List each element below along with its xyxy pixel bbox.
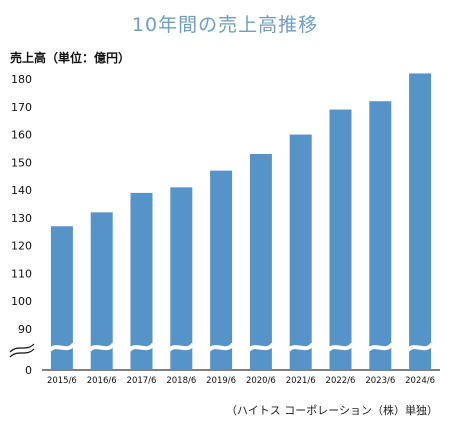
bar-break-mark <box>326 342 355 352</box>
y-tick-label: 170 <box>11 101 32 114</box>
x-tick-label: 2017/6 <box>127 376 157 386</box>
y-axis-title: 売上高（単位：億円） <box>10 51 131 65</box>
bar-break-mark <box>167 342 195 352</box>
y-tick-label: 180 <box>11 73 32 86</box>
bar <box>210 170 233 370</box>
axis-break-mark <box>9 343 35 353</box>
y-tick-label: 0 <box>25 364 32 377</box>
x-tick-label: 2015/6 <box>47 376 77 386</box>
bar <box>329 109 352 371</box>
bar-break-mark <box>127 342 156 352</box>
bar <box>170 187 193 370</box>
bar <box>130 192 153 370</box>
x-tick-label: 2016/6 <box>87 376 117 386</box>
bar <box>50 226 73 370</box>
x-tick-label: 2021/6 <box>286 376 316 386</box>
bar-break-mark <box>366 342 394 352</box>
bar <box>409 73 432 370</box>
source-note: （ハイトス コーポレーション（株）単独） <box>225 404 438 417</box>
bar <box>90 212 113 370</box>
x-tick-label: 2019/6 <box>206 376 236 386</box>
x-tick-label: 2022/6 <box>326 376 356 386</box>
y-tick-label: 140 <box>11 184 32 197</box>
bar-break-mark <box>406 342 434 352</box>
y-tick-label: 90 <box>18 323 32 336</box>
chart-title: 10年間の売上高推移 <box>131 14 319 36</box>
y-tick-label: 110 <box>11 267 32 280</box>
bar-break-mark <box>48 342 76 352</box>
bar-break-mark <box>88 342 116 352</box>
x-tick-label: 2023/6 <box>365 376 395 386</box>
x-tick-label: 2024/6 <box>405 376 435 386</box>
bar <box>369 101 392 370</box>
y-tick-label: 150 <box>11 156 32 169</box>
bar-break-mark <box>287 342 315 352</box>
bar-break-mark <box>207 342 235 352</box>
y-tick-label: 130 <box>11 212 32 225</box>
bar <box>289 134 312 370</box>
x-tick-label: 2020/6 <box>246 376 276 386</box>
y-tick-label: 120 <box>11 240 32 253</box>
y-tick-label: 100 <box>11 295 32 308</box>
y-tick-label: 160 <box>11 129 32 142</box>
bar <box>249 154 272 370</box>
axis-break-mark <box>9 348 35 358</box>
bar-break-mark <box>247 342 275 352</box>
x-tick-label: 2018/6 <box>166 376 196 386</box>
